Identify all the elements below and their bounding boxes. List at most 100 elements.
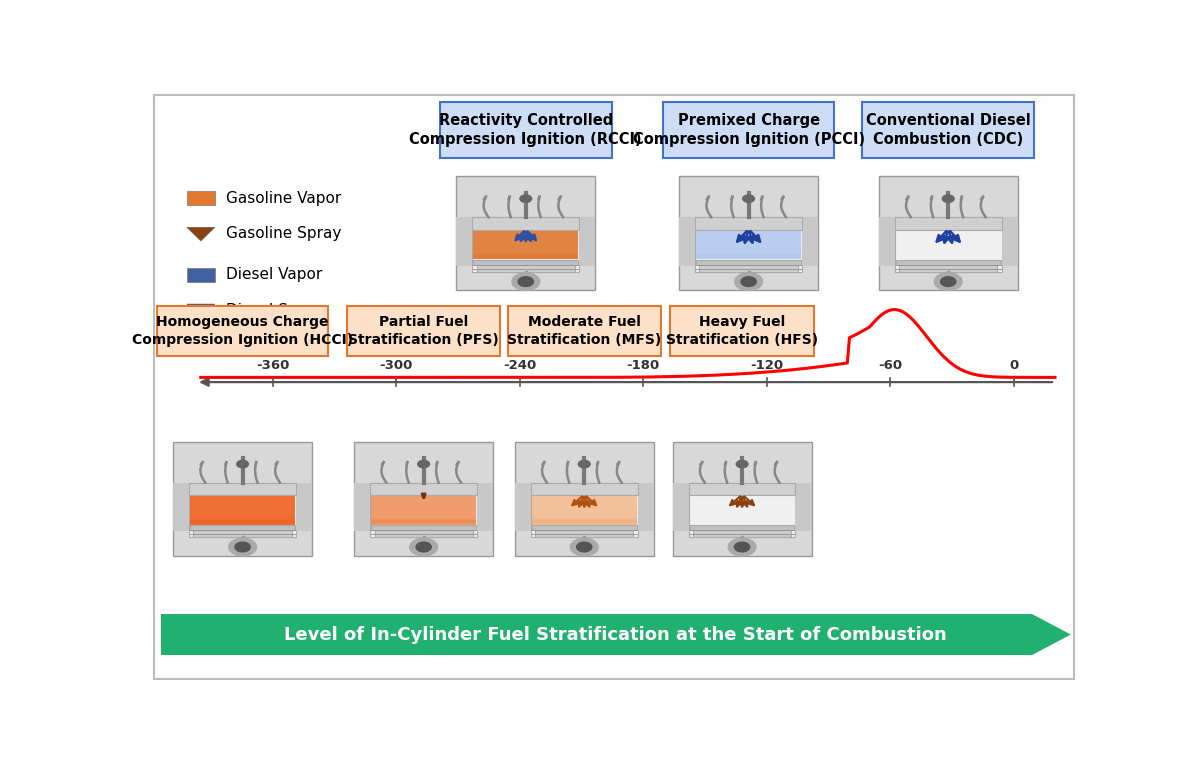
FancyBboxPatch shape xyxy=(700,265,798,272)
FancyBboxPatch shape xyxy=(532,525,636,530)
Text: Premixed Charge
Compression Ignition (PCCI): Premixed Charge Compression Ignition (PC… xyxy=(633,113,865,147)
Text: Partial Fuel
Stratification (PFS): Partial Fuel Stratification (PFS) xyxy=(349,315,500,347)
FancyBboxPatch shape xyxy=(174,442,311,555)
FancyBboxPatch shape xyxy=(879,176,1017,290)
FancyBboxPatch shape xyxy=(532,519,636,523)
FancyBboxPatch shape xyxy=(531,483,637,537)
FancyBboxPatch shape xyxy=(696,252,801,256)
FancyBboxPatch shape xyxy=(371,519,476,522)
FancyBboxPatch shape xyxy=(296,483,311,531)
FancyBboxPatch shape xyxy=(515,442,654,555)
Circle shape xyxy=(943,195,954,202)
Circle shape xyxy=(742,277,756,286)
Text: 0: 0 xyxy=(1009,359,1018,372)
Circle shape xyxy=(940,277,956,286)
FancyBboxPatch shape xyxy=(371,525,476,530)
Circle shape xyxy=(229,538,256,556)
FancyBboxPatch shape xyxy=(532,519,636,523)
FancyBboxPatch shape xyxy=(662,102,835,159)
FancyBboxPatch shape xyxy=(371,521,476,525)
FancyBboxPatch shape xyxy=(696,260,801,265)
FancyBboxPatch shape xyxy=(679,218,695,266)
FancyBboxPatch shape xyxy=(695,218,801,272)
FancyBboxPatch shape xyxy=(692,530,791,537)
FancyBboxPatch shape xyxy=(190,519,295,522)
FancyBboxPatch shape xyxy=(473,260,579,265)
FancyBboxPatch shape xyxy=(472,218,579,272)
FancyBboxPatch shape xyxy=(531,483,637,495)
FancyBboxPatch shape xyxy=(477,483,494,531)
Circle shape xyxy=(576,542,592,552)
Circle shape xyxy=(235,542,250,552)
FancyBboxPatch shape xyxy=(696,256,801,260)
FancyBboxPatch shape xyxy=(190,520,295,524)
FancyBboxPatch shape xyxy=(696,254,801,257)
FancyBboxPatch shape xyxy=(689,483,795,495)
FancyBboxPatch shape xyxy=(370,483,477,537)
FancyBboxPatch shape xyxy=(194,530,291,537)
Polygon shape xyxy=(187,304,214,318)
Text: Homogeneous Charge
Compression Ignition (HCCI): Homogeneous Charge Compression Ignition … xyxy=(132,315,353,347)
Circle shape xyxy=(734,273,762,290)
Circle shape xyxy=(512,273,539,290)
FancyBboxPatch shape xyxy=(473,254,579,257)
Text: -60: -60 xyxy=(878,359,902,372)
FancyBboxPatch shape xyxy=(473,252,579,256)
FancyBboxPatch shape xyxy=(508,306,661,356)
FancyBboxPatch shape xyxy=(190,521,295,524)
FancyBboxPatch shape xyxy=(801,218,818,266)
FancyBboxPatch shape xyxy=(472,218,579,230)
FancyBboxPatch shape xyxy=(190,518,295,522)
Text: Diesel Spray: Diesel Spray xyxy=(226,303,322,318)
FancyBboxPatch shape xyxy=(157,306,328,356)
FancyBboxPatch shape xyxy=(473,230,579,260)
FancyBboxPatch shape xyxy=(189,483,296,537)
Circle shape xyxy=(418,460,430,468)
Circle shape xyxy=(520,195,532,202)
Text: -180: -180 xyxy=(627,359,660,372)
FancyBboxPatch shape xyxy=(155,95,1073,679)
Text: Gasoline Vapor: Gasoline Vapor xyxy=(226,191,341,205)
FancyBboxPatch shape xyxy=(371,518,476,522)
FancyBboxPatch shape xyxy=(371,521,476,524)
FancyBboxPatch shape xyxy=(473,255,579,259)
FancyBboxPatch shape xyxy=(190,495,295,525)
Text: -240: -240 xyxy=(503,359,537,372)
Circle shape xyxy=(728,538,756,556)
FancyBboxPatch shape xyxy=(689,483,795,537)
FancyBboxPatch shape xyxy=(579,218,595,266)
FancyBboxPatch shape xyxy=(532,495,636,525)
FancyBboxPatch shape xyxy=(370,483,477,495)
FancyBboxPatch shape xyxy=(371,495,476,525)
FancyBboxPatch shape xyxy=(473,253,579,257)
Circle shape xyxy=(416,542,431,552)
FancyBboxPatch shape xyxy=(371,519,476,523)
FancyBboxPatch shape xyxy=(473,254,579,258)
FancyBboxPatch shape xyxy=(189,483,296,495)
FancyBboxPatch shape xyxy=(696,254,801,258)
FancyBboxPatch shape xyxy=(456,176,595,290)
FancyBboxPatch shape xyxy=(532,521,636,524)
FancyBboxPatch shape xyxy=(473,254,579,258)
FancyBboxPatch shape xyxy=(863,102,1034,159)
FancyBboxPatch shape xyxy=(190,519,295,522)
FancyBboxPatch shape xyxy=(679,176,818,290)
FancyBboxPatch shape xyxy=(696,254,801,257)
Text: -360: -360 xyxy=(256,359,290,372)
FancyBboxPatch shape xyxy=(532,520,636,524)
FancyBboxPatch shape xyxy=(440,102,612,159)
Circle shape xyxy=(519,277,533,286)
FancyBboxPatch shape xyxy=(895,218,1002,272)
FancyBboxPatch shape xyxy=(174,483,189,531)
FancyBboxPatch shape xyxy=(355,483,370,531)
FancyBboxPatch shape xyxy=(696,253,801,257)
Polygon shape xyxy=(187,228,214,241)
FancyBboxPatch shape xyxy=(637,483,654,531)
FancyBboxPatch shape xyxy=(161,614,1031,655)
Circle shape xyxy=(737,460,748,468)
Text: Diesel Vapor: Diesel Vapor xyxy=(226,267,322,282)
Text: Level of In-Cylinder Fuel Stratification at the Start of Combustion: Level of In-Cylinder Fuel Stratification… xyxy=(284,626,948,643)
FancyBboxPatch shape xyxy=(896,260,1000,265)
FancyBboxPatch shape xyxy=(795,483,811,531)
FancyBboxPatch shape xyxy=(190,521,295,525)
